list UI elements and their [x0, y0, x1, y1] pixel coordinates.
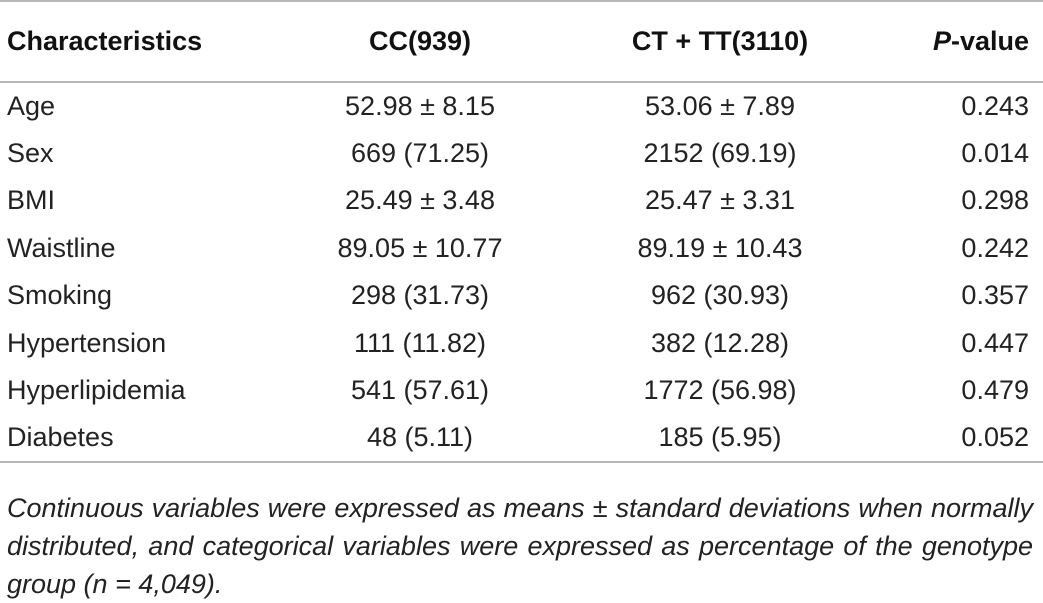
table-row: Age 52.98 ± 8.15 53.06 ± 7.89 0.243	[0, 82, 1043, 130]
header-row: Characteristics CC(939) CT + TT(3110) P-…	[0, 0, 1043, 83]
cell-cc: 89.05 ± 10.77	[337, 232, 503, 263]
table-row: Smoking 298 (31.73) 962 (30.93) 0.357	[0, 272, 1043, 320]
header-p-value: P-value	[870, 0, 1043, 83]
row-label: Smoking	[7, 280, 113, 311]
cell-cc: 25.49 ± 3.48	[345, 185, 495, 216]
cell-cc: 48 (5.11)	[270, 414, 570, 463]
cell-ct-tt: 53.06 ± 7.89	[645, 90, 795, 121]
cell-p-value: 0.052	[870, 414, 1043, 463]
row-label: Diabetes	[0, 414, 270, 463]
cell-ct-tt: 89.19 ± 10.43	[637, 232, 803, 263]
header-ct-tt: CT + TT(3110)	[570, 0, 870, 83]
table-row: Diabetes 48 (5.11) 185 (5.95) 0.052	[0, 414, 1043, 463]
cell-ct-tt: 1772 (56.98)	[643, 375, 797, 406]
cell-ct-tt: 2152 (69.19)	[643, 137, 797, 168]
cell-p-value: 0.357	[961, 280, 1029, 311]
table-row: Sex 669 (71.25) 2152 (69.19) 0.014	[0, 130, 1043, 178]
characteristics-table: Characteristics CC(939) CT + TT(3110) P-…	[0, 0, 1043, 463]
row-label: Hyperlipidemia	[7, 375, 186, 406]
table-footnote: Continuous variables were expressed as m…	[7, 493, 1033, 599]
cell-p-value: 0.242	[961, 232, 1029, 263]
header-characteristics: Characteristics	[0, 0, 270, 83]
cell-ct-tt: 382 (12.28)	[650, 327, 790, 358]
cell-ct-tt: 185 (5.95)	[570, 414, 870, 463]
row-label: BMI	[7, 185, 56, 216]
header-p-rest: -value	[950, 26, 1029, 56]
cell-p-value: 0.479	[961, 375, 1029, 406]
cell-cc: 298 (31.73)	[350, 280, 490, 311]
cell-cc: 111 (11.82)	[353, 327, 487, 358]
table-row: Waistline 89.05 ± 10.77 89.19 ± 10.43 0.…	[0, 225, 1043, 273]
row-label: Age	[7, 90, 56, 121]
header-cc: CC(939)	[270, 0, 570, 83]
cell-cc: 541 (57.61)	[350, 375, 490, 406]
cell-p-value: 0.243	[961, 90, 1029, 121]
cell-p-value: 0.298	[961, 185, 1029, 216]
row-label: Sex	[7, 137, 54, 168]
row-label: Waistline	[7, 232, 116, 263]
table-row: BMI 25.49 ± 3.48 25.47 ± 3.31 0.298	[0, 177, 1043, 225]
table-row: Hypertension 111 (11.82) 382 (12.28) 0.4…	[0, 320, 1043, 368]
row-label: Hypertension	[7, 327, 167, 358]
cell-ct-tt: 962 (30.93)	[650, 280, 790, 311]
cell-ct-tt: 25.47 ± 3.31	[645, 185, 795, 216]
header-p-italic: P	[932, 26, 951, 56]
cell-p-value: 0.447	[961, 327, 1029, 358]
cell-cc: 52.98 ± 8.15	[345, 90, 495, 121]
table-row: Hyperlipidemia 541 (57.61) 1772 (56.98) …	[0, 367, 1043, 415]
cell-p-value: 0.014	[961, 137, 1029, 168]
cell-cc: 669 (71.25)	[350, 137, 490, 168]
